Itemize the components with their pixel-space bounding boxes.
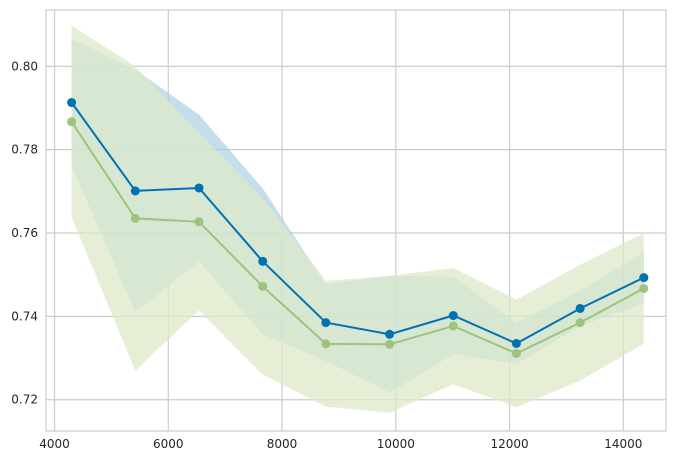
data-point-series-2 (194, 217, 204, 227)
data-point-series-2 (258, 281, 268, 291)
series-line-1 (70, 101, 645, 345)
y-tick-label: 0.72 (11, 393, 38, 407)
data-point-series-2 (575, 318, 585, 328)
data-point-series-1 (67, 98, 77, 108)
data-point-series-1 (575, 303, 585, 313)
data-point-series-2 (321, 339, 331, 349)
data-point-series-1 (385, 329, 395, 339)
y-tick-label: 0.78 (11, 143, 38, 157)
data-point-series-1 (321, 318, 331, 328)
x-axis-ticks: 4000 6000 8000 10000 12000 14000 (39, 437, 642, 451)
y-axis-ticks: 0.72 0.74 0.76 0.78 0.80 (11, 59, 38, 406)
data-point-series-2 (448, 321, 458, 331)
data-point-series-1 (448, 311, 458, 321)
data-point-series-2 (639, 283, 649, 293)
data-point-series-2 (67, 117, 77, 127)
series-line-2 (70, 121, 645, 355)
data-point-series-1 (258, 256, 268, 266)
y-tick-label: 0.74 (11, 309, 38, 323)
series-lines (70, 101, 645, 355)
x-tick-label: 8000 (267, 437, 298, 451)
confidence-bands (71, 25, 644, 413)
x-tick-label: 4000 (39, 437, 70, 451)
data-point-series-2 (385, 339, 395, 349)
x-tick-label: 12000 (490, 437, 528, 451)
data-point-series-2 (511, 348, 521, 358)
confidence-band-2 (71, 25, 644, 413)
data-point-series-1 (511, 338, 521, 348)
x-tick-label: 6000 (153, 437, 184, 451)
x-tick-label: 14000 (604, 437, 642, 451)
data-point-series-1 (194, 183, 204, 193)
x-tick-label: 10000 (377, 437, 415, 451)
y-tick-label: 0.80 (11, 59, 38, 73)
series-points (67, 98, 649, 358)
data-point-series-2 (130, 213, 140, 223)
data-point-series-1 (130, 186, 140, 196)
data-point-series-1 (639, 273, 649, 283)
y-tick-label: 0.76 (11, 226, 38, 240)
